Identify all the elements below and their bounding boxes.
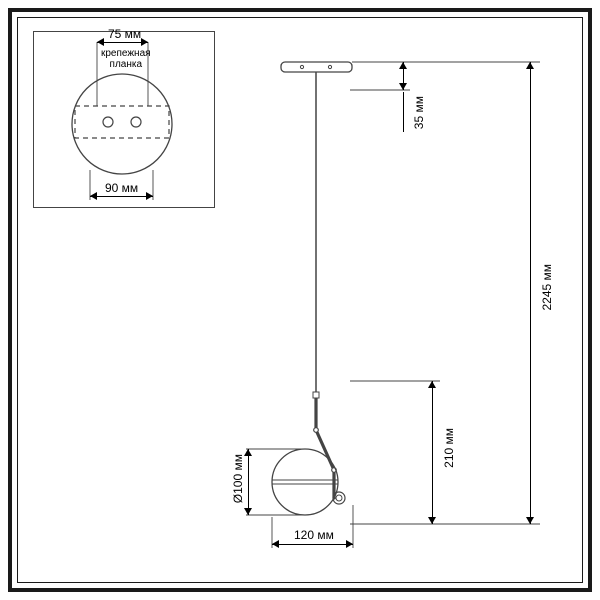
dim-line-210: [432, 381, 433, 524]
dim-line-100: [248, 449, 249, 515]
label-210mm: 210 мм: [442, 428, 456, 468]
arrow-100-down: [244, 508, 252, 515]
label-120mm: 120 мм: [294, 528, 334, 542]
arrow-120-right: [346, 540, 353, 548]
dim-line-120: [272, 544, 353, 545]
arrow-210-down: [428, 517, 436, 524]
arrow-210-up: [428, 381, 436, 388]
label-2245mm: 2245 мм: [540, 264, 554, 311]
arrow-120-left: [272, 540, 279, 548]
arrow-35-up: [399, 62, 407, 69]
arrow-2245-down: [526, 517, 534, 524]
dim-line-35-ext: [403, 92, 404, 132]
diagram-canvas: 75 мм крепежная планка 90 мм: [0, 0, 600, 600]
arrow-35-down: [399, 83, 407, 90]
arrow-2245-up: [526, 62, 534, 69]
arrow-100-up: [244, 449, 252, 456]
label-35mm: 35 мм: [412, 96, 426, 129]
label-100mm: Ø100 мм: [231, 454, 245, 503]
dim-line-2245: [530, 62, 531, 524]
fixture-drawing: [0, 0, 600, 600]
